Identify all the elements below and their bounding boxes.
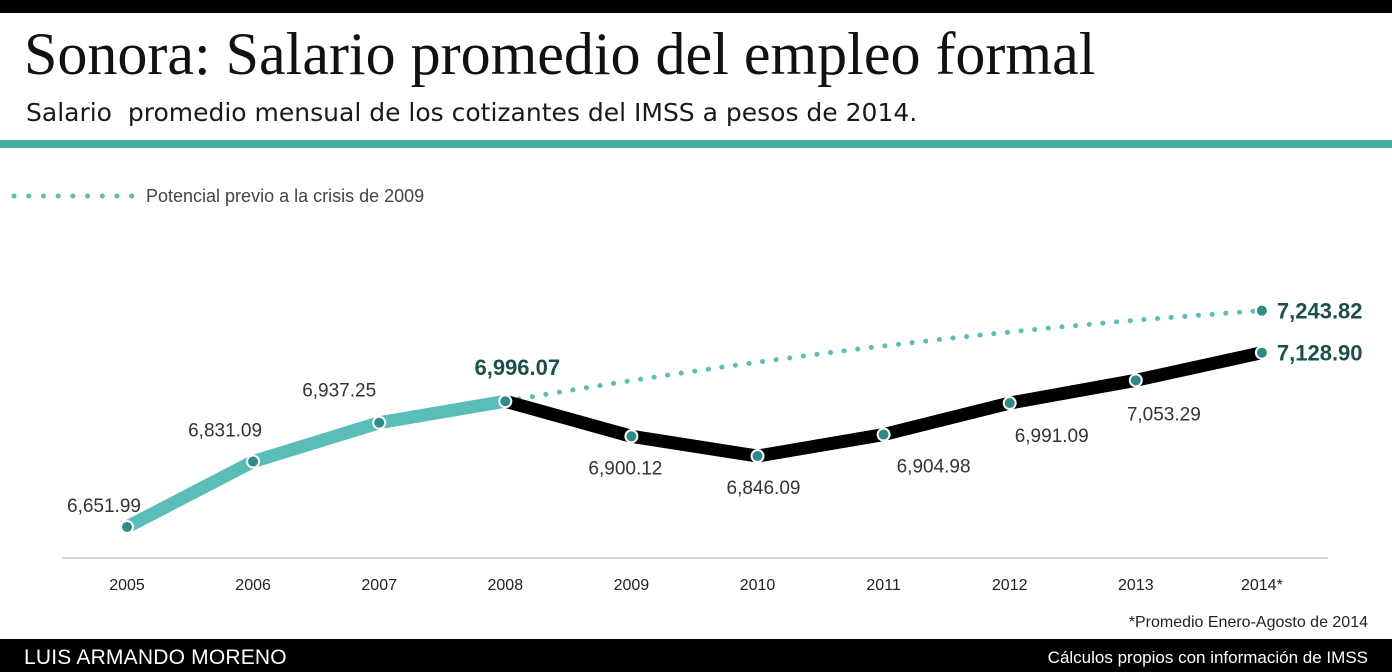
x-tick-label: 2011 [866,577,901,594]
data-label: 6,904.98 [897,457,971,478]
data-label: 6,991.09 [1015,426,1089,447]
data-point [372,415,387,430]
top-bar [0,0,1392,13]
data-point [1254,345,1269,360]
data-point [876,427,891,442]
data-label: 7,128.90 [1277,341,1363,366]
data-point [498,394,513,409]
data-label: 6,937.25 [302,381,376,402]
data-label: 6,831.09 [188,421,262,442]
line-chart: 2005 2006 2007 2008 2009 2010 2011 2012 2013 2014… [11,186,1363,594]
series-line-salario-teal [120,394,512,534]
data-label: 6,900.12 [588,458,662,479]
data-point [120,520,134,534]
data-point [750,449,765,464]
x-tick-label: 2012 [992,577,1028,594]
series-line-potencial [502,308,1265,404]
title-divider [0,140,1392,148]
x-tick-label: 2014* [1241,577,1283,594]
x-tick-label: 2013 [1118,577,1154,594]
x-tick-label: 2005 [109,577,145,594]
x-tick-label: 2006 [235,577,271,594]
source-credit: Cálculos propios con información de IMSS [1047,648,1368,667]
x-tick-label: 2008 [488,577,524,594]
x-tick-label: 2010 [740,577,776,594]
x-tick-label: 2007 [361,577,397,594]
data-point [1002,396,1017,411]
footnote: *Promedio Enero-Agosto de 2014 [1128,614,1368,631]
data-label-potencial-end: 7,243.82 [1277,299,1363,324]
author-credit: LUIS ARMANDO MORENO [24,646,287,669]
data-label: 6,651.99 [67,496,141,517]
data-label: 6,996.07 [474,355,560,380]
data-point [246,454,261,469]
chart-title: Sonora: Salario promedio del empleo form… [24,21,1096,87]
data-label: 6,846.09 [727,478,801,499]
data-point [1128,373,1143,388]
data-label: 7,053.29 [1127,404,1201,425]
x-tick-label: 2009 [614,577,650,594]
chart-subtitle: Salario promedio mensual de los cotizant… [26,98,918,127]
data-point-potencial-end [1254,303,1269,318]
legend-label-potencial: Potencial previo a la crisis de 2009 [146,186,424,206]
footer-bar: LUIS ARMANDO MORENO Cálculos propios con… [0,639,1392,672]
data-point [624,429,639,444]
